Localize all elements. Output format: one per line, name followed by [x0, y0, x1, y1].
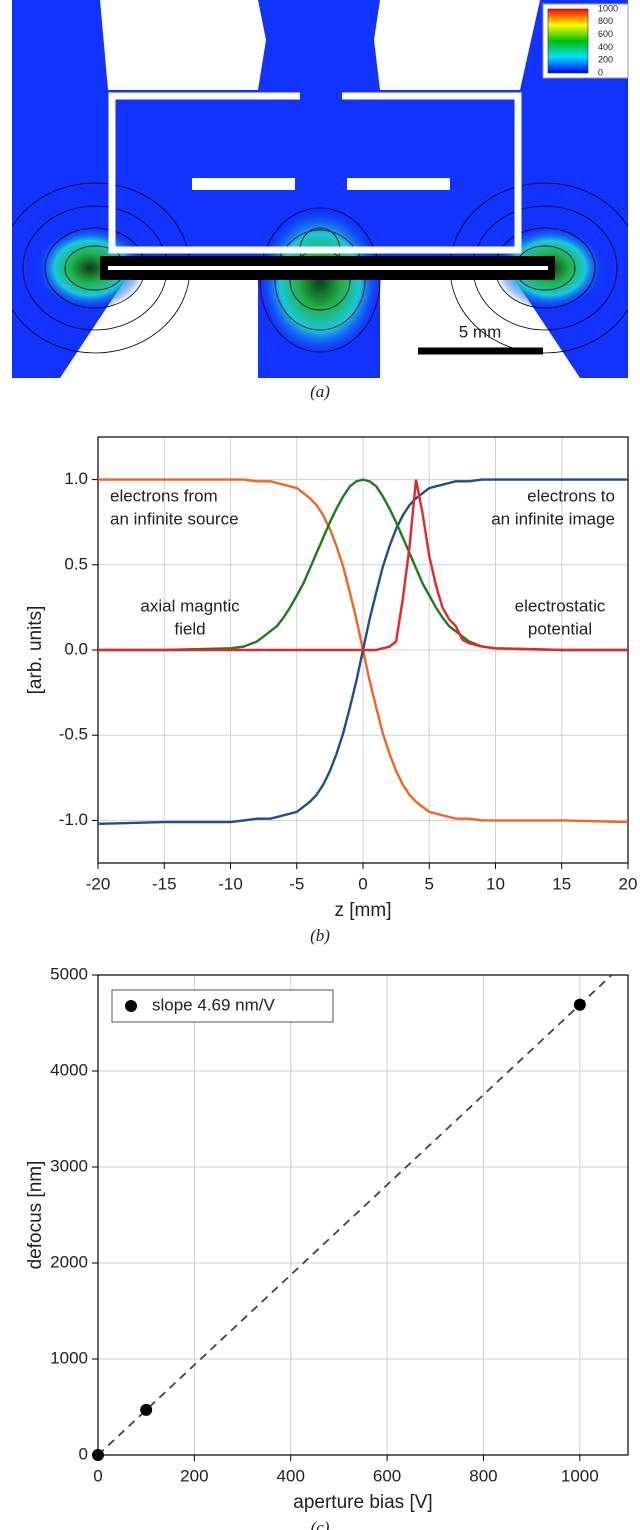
- gap: [100, 0, 266, 90]
- colorbar-label: 0: [598, 67, 603, 77]
- colorbar-label: 200: [598, 55, 613, 65]
- x-tick-label: -15: [152, 874, 177, 893]
- fit-line: [97, 974, 613, 1456]
- x-tick-label: 10: [486, 874, 505, 893]
- colorbar-label: 1000: [598, 3, 618, 13]
- series-label: field: [174, 619, 205, 638]
- x-axis-label: aperture bias [V]: [293, 1492, 432, 1513]
- colorbar-label: 800: [598, 16, 613, 26]
- caption: (c): [311, 1518, 330, 1530]
- x-tick-label: 0: [358, 874, 367, 893]
- x-tick-label: 800: [469, 1466, 497, 1485]
- y-tick-label: 0.0: [64, 639, 88, 658]
- x-tick-label: -5: [289, 874, 304, 893]
- slot: [192, 178, 295, 190]
- caption: (b): [310, 926, 330, 945]
- data-point: [573, 998, 586, 1011]
- y-tick-label: 1000: [50, 1348, 88, 1367]
- series-line: [98, 479, 628, 652]
- legend-box: [111, 989, 334, 1023]
- x-tick-label: 600: [373, 1466, 401, 1485]
- x-tick-label: 400: [277, 1466, 305, 1485]
- y-axis-label: [arb. units]: [25, 606, 46, 695]
- y-tick-label: 5000: [50, 964, 88, 983]
- x-tick-label: 5: [425, 874, 434, 893]
- y-tick-label: 0.5: [64, 554, 88, 573]
- slot: [347, 178, 450, 190]
- plot-frame: [97, 974, 629, 1456]
- aperture-slit: [108, 266, 548, 270]
- gap: [374, 0, 540, 90]
- x-tick-label: -20: [86, 874, 111, 893]
- y-tick-label: 3000: [50, 1156, 88, 1175]
- series-label: electrons from: [110, 486, 218, 505]
- x-axis-label: z [mm]: [335, 900, 392, 921]
- data-point: [92, 1449, 104, 1461]
- colorbar-label: 600: [598, 29, 613, 39]
- y-tick-label: 0: [79, 1444, 88, 1463]
- field-map: [12, 0, 628, 378]
- y-tick-label: -1.0: [59, 810, 88, 829]
- frame-notch: [300, 90, 342, 102]
- series-label: axial magntic: [140, 596, 240, 615]
- series-label: potential: [528, 619, 592, 638]
- series-label: electrostatic: [515, 596, 606, 615]
- y-axis-label: defocus [nm]: [25, 1161, 46, 1270]
- field-hotspot: [258, 207, 382, 357]
- y-tick-label: 2000: [50, 1252, 88, 1271]
- x-tick-label: 15: [552, 874, 571, 893]
- legend-label: slope 4.69 nm/V: [152, 995, 276, 1014]
- x-tick-label: 20: [619, 874, 638, 893]
- x-tick-label: 200: [180, 1466, 208, 1485]
- y-tick-label: -0.5: [59, 725, 88, 744]
- y-tick-label: 4000: [50, 1060, 88, 1079]
- colorbar-label: 400: [598, 42, 613, 52]
- series-label: electrons to: [527, 486, 615, 505]
- series-label: an infinite image: [491, 509, 615, 528]
- data-point: [140, 1403, 153, 1416]
- series-line: [98, 478, 628, 652]
- x-tick-label: 1000: [561, 1466, 599, 1485]
- x-tick-label: -10: [218, 874, 243, 893]
- legend-marker: [125, 1000, 137, 1012]
- series-label: an infinite source: [110, 509, 239, 528]
- colorbar: [547, 8, 589, 74]
- x-tick-label: 0: [93, 1466, 102, 1485]
- caption: (a): [310, 382, 330, 401]
- y-tick-label: 1.0: [64, 469, 88, 488]
- scale-bar-label: 5 mm: [459, 322, 502, 341]
